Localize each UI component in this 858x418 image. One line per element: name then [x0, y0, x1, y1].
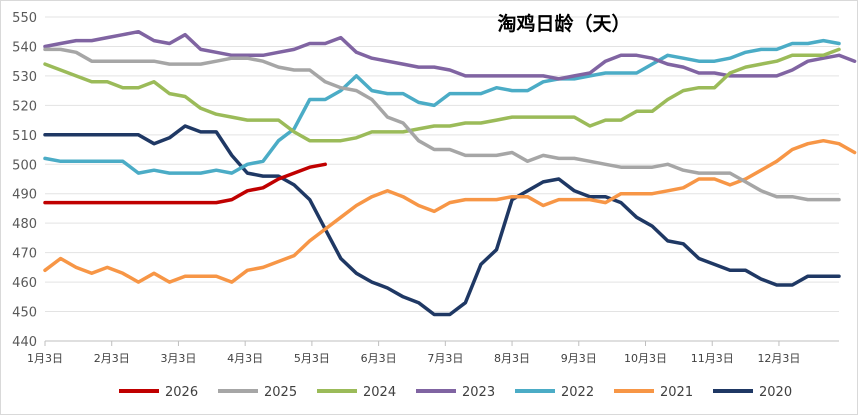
x-tick-label: 11月3日 — [691, 352, 734, 365]
legend-label-2026: 2026 — [165, 385, 198, 400]
legend-label-2022: 2022 — [561, 385, 594, 400]
x-tick-label: 4月3日 — [227, 352, 263, 365]
y-tick-label: 470 — [12, 247, 37, 262]
x-tick-label: 6月3日 — [361, 352, 397, 365]
y-tick-label: 480 — [12, 217, 37, 232]
y-tick-label: 460 — [12, 276, 37, 291]
y-axis-ticks: 440 450 460 470 480 490 500 510 520 530 540 550 — [12, 11, 37, 350]
series-line-2023 — [43, 29, 857, 81]
x-tick-label: 2月3日 — [94, 352, 130, 365]
y-tick-label: 530 — [12, 70, 37, 85]
series-line-2026 — [43, 162, 327, 205]
y-tick-label: 540 — [12, 40, 37, 55]
x-tick-label: 3月3日 — [160, 352, 196, 365]
series-line-2021 — [43, 138, 857, 284]
x-tick-label: 12月3日 — [757, 352, 800, 365]
x-tick-label: 5月3日 — [294, 352, 330, 365]
x-tick-label: 9月3日 — [561, 352, 597, 365]
series-lines — [43, 29, 857, 317]
y-tick-label: 440 — [12, 335, 37, 350]
legend-label-2023: 2023 — [462, 385, 495, 400]
x-axis-ticks: 1月3日 2月3日 3月3日 4月3日 5月3日 6月3日 7月3日 8月3日 9月3日 10月3… — [27, 341, 800, 365]
y-tick-label: 520 — [12, 99, 37, 114]
y-tick-label: 510 — [12, 129, 37, 144]
x-tick-label: 1月3日 — [27, 352, 63, 365]
legend-label-2025: 2025 — [264, 385, 297, 400]
x-tick-label: 8月3日 — [494, 352, 530, 365]
series-line-2025 — [43, 47, 841, 202]
y-tick-label: 500 — [12, 158, 37, 173]
chart-title: 淘鸡日龄（天） — [497, 12, 630, 35]
x-tick-label: 7月3日 — [427, 352, 463, 365]
legend-label-2020: 2020 — [759, 385, 792, 400]
gridlines — [45, 16, 839, 342]
series-line-2022 — [43, 38, 841, 175]
legend-label-2021: 2021 — [660, 385, 693, 400]
legend: 2026 2025 2024 2023 2022 2021 2020 — [119, 385, 792, 400]
y-tick-label: 550 — [12, 11, 37, 26]
series-line-2024 — [43, 47, 841, 143]
y-tick-label: 490 — [12, 188, 37, 203]
y-tick-label: 450 — [12, 306, 37, 321]
series-line-2020 — [43, 124, 841, 317]
legend-label-2024: 2024 — [363, 385, 396, 400]
x-tick-label: 10月3日 — [624, 352, 667, 365]
